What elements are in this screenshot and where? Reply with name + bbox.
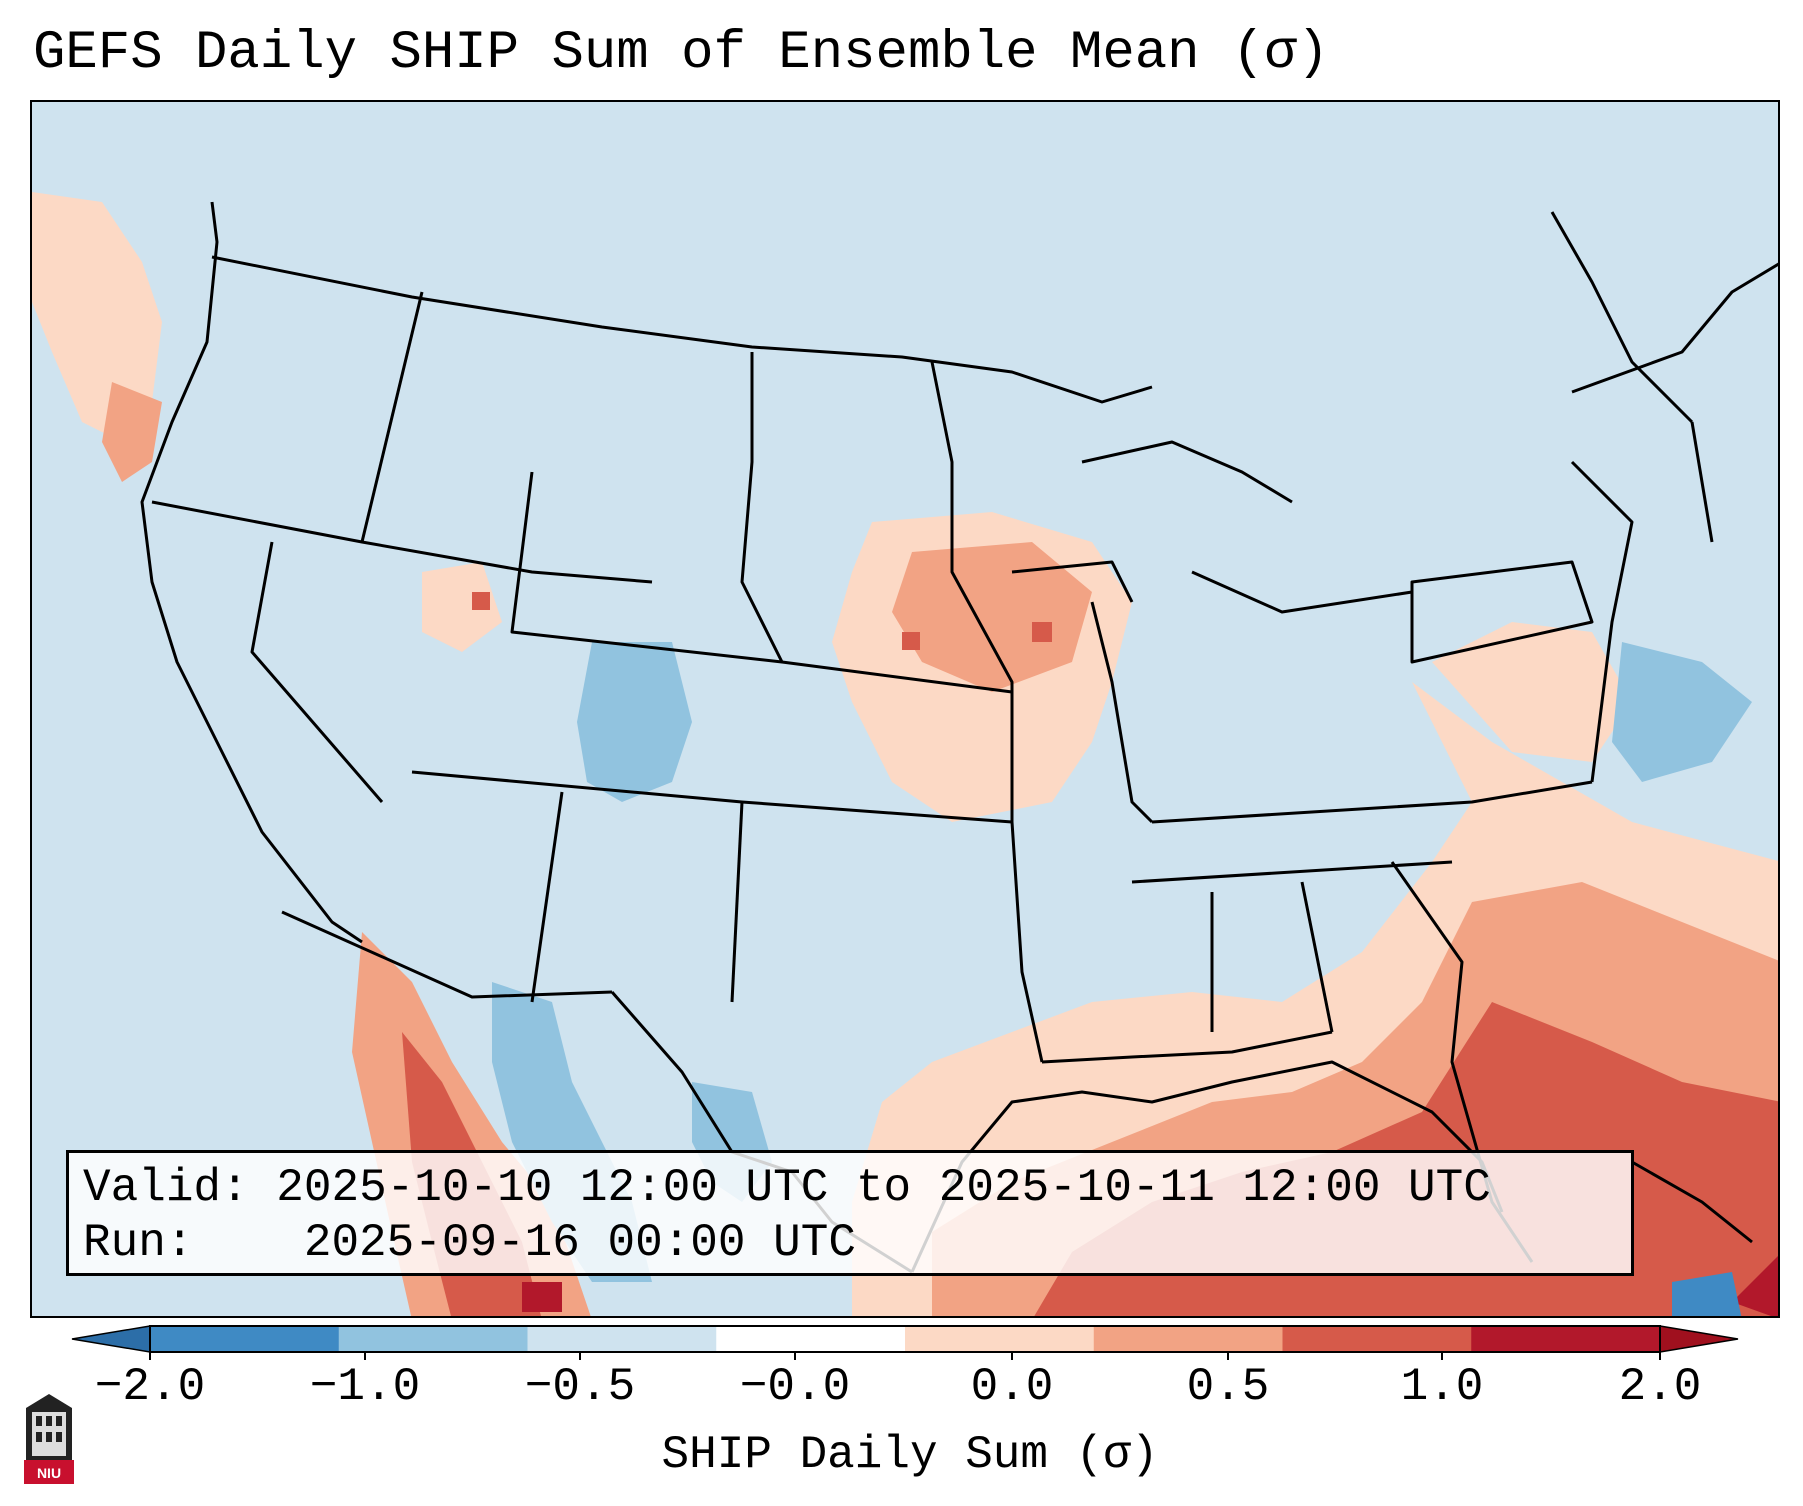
valid-label: Valid:: [83, 1162, 249, 1214]
colorbar: [70, 1320, 1740, 1365]
colorbar-tick-label: 0.0: [970, 1361, 1054, 1413]
colorbar-tick-label: −2.0: [94, 1361, 206, 1413]
map-canvas: [32, 102, 1778, 1316]
niu-logo: NIU: [24, 1394, 74, 1484]
colorbar-segment-4: [905, 1326, 1095, 1352]
colorbar-tick-label: −0.5: [524, 1361, 636, 1413]
colorbar-extend-low: [71, 1325, 151, 1353]
map-panel: [30, 100, 1780, 1318]
colorbar-tick-label: −1.0: [309, 1361, 421, 1413]
logo-text: NIU: [37, 1465, 61, 1481]
colorbar-segment-0: [150, 1326, 340, 1352]
colorbar-segment-5: [1093, 1326, 1283, 1352]
colorbar-tick-label: 1.0: [1400, 1361, 1484, 1413]
colorbar-segment-3: [716, 1326, 906, 1352]
valid-time-box: Valid: 2025-10-10 12:00 UTC to 2025-10-1…: [66, 1150, 1634, 1276]
colorbar-tick-label: 2.0: [1618, 1361, 1702, 1413]
colorbar-segment-7: [1471, 1326, 1661, 1352]
colorbar-tick-label: 0.5: [1186, 1361, 1270, 1413]
colorbar-label: SHIP Daily Sum (σ): [661, 1429, 1159, 1481]
colorbar-graphic: [71, 1325, 1739, 1360]
colorbar-extend-high: [1659, 1325, 1739, 1353]
colorbar-segment-6: [1282, 1326, 1472, 1352]
valid-row: Valid: 2025-10-10 12:00 UTC to 2025-10-1…: [83, 1161, 1617, 1216]
figure-title: GEFS Daily SHIP Sum of Ensemble Mean (σ): [33, 23, 1330, 84]
colorbar-tick-label: −0.0: [739, 1361, 851, 1413]
run-value: 2025-09-16 00:00 UTC: [303, 1217, 856, 1269]
run-label: Run:: [83, 1217, 194, 1269]
colorbar-segment-2: [527, 1326, 717, 1352]
colorbar-segment-1: [338, 1326, 528, 1352]
valid-value: 2025-10-10 12:00 UTC to 2025-10-11 12:00…: [276, 1162, 1491, 1214]
run-row: Run: 2025-09-16 00:00 UTC: [83, 1216, 1617, 1271]
colorbar-outline: [149, 1325, 1661, 1353]
